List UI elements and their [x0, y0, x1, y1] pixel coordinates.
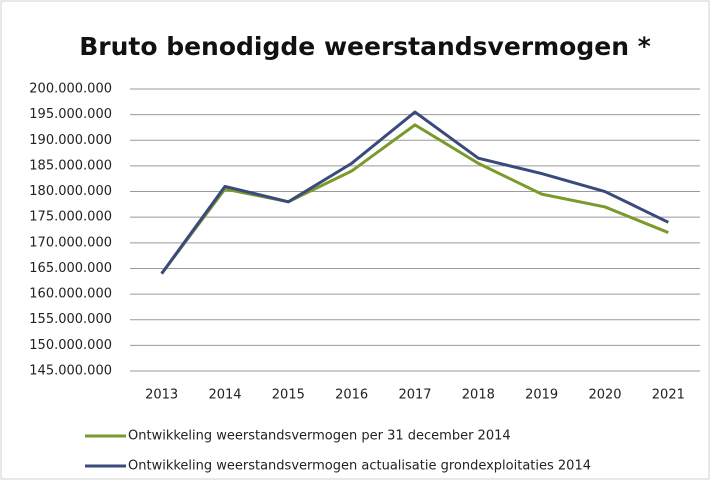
chart-title: Bruto benodigde weerstandsvermogen *	[79, 32, 651, 61]
y-tick-label: 190.000.000	[29, 133, 112, 148]
y-tick-label: 170.000.000	[29, 235, 112, 250]
x-tick-label: 2015	[272, 388, 305, 403]
y-tick-label: 185.000.000	[29, 158, 112, 173]
y-tick-label: 165.000.000	[29, 261, 112, 276]
y-tick-label: 200.000.000	[29, 82, 112, 97]
y-tick-label: 145.000.000	[29, 364, 112, 379]
x-tick-label: 2021	[652, 388, 685, 403]
y-tick-label: 180.000.000	[29, 184, 112, 199]
y-tick-label: 150.000.000	[29, 338, 112, 353]
x-tick-label: 2016	[335, 388, 368, 403]
data-line	[160, 110, 669, 275]
y-tick-label: 195.000.000	[29, 107, 112, 122]
legend-label: Ontwikkeling weerstandsvermogen per 31 d…	[128, 429, 511, 444]
x-tick-label: 2018	[462, 388, 495, 403]
x-tick-label: 2019	[525, 388, 558, 403]
y-tick-label: 155.000.000	[29, 312, 112, 327]
y-tick-label: 175.000.000	[29, 210, 112, 225]
x-tick-label: 2014	[208, 388, 241, 403]
x-tick-label: 2017	[398, 388, 431, 403]
x-tick-label: 2013	[145, 388, 178, 403]
y-tick-label: 160.000.000	[29, 287, 112, 302]
data-line	[160, 123, 669, 275]
legend-label: Ontwikkeling weerstandsvermogen actualis…	[128, 459, 591, 474]
x-tick-label: 2020	[588, 388, 621, 403]
